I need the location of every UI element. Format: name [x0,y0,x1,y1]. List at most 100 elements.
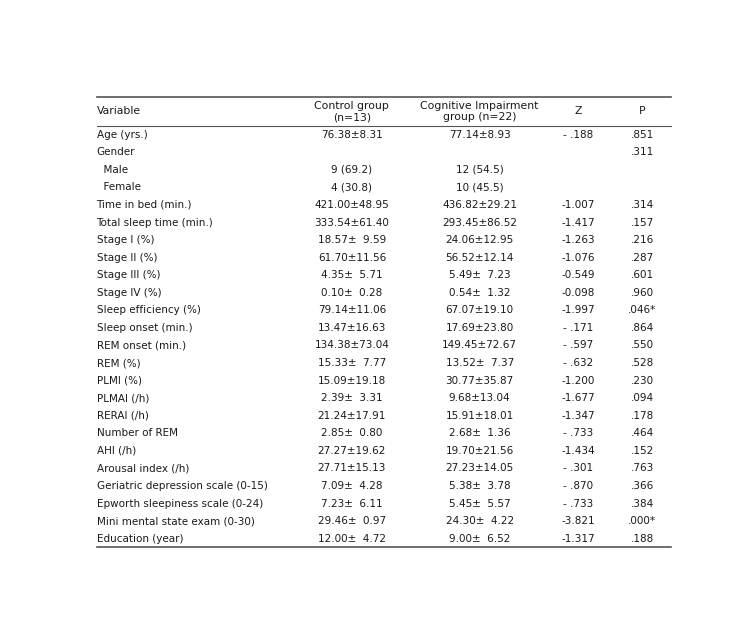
Text: Cognitive Impairment
group (n=22): Cognitive Impairment group (n=22) [420,101,539,122]
Text: -3.821: -3.821 [562,516,595,526]
Text: Geriatric depression scale (0-15): Geriatric depression scale (0-15) [97,481,267,491]
Text: Z: Z [574,107,582,117]
Text: 27.23±14.05: 27.23±14.05 [446,463,514,473]
Text: 421.00±48.95: 421.00±48.95 [315,200,389,210]
Text: 15.91±18.01: 15.91±18.01 [446,411,514,421]
Text: .311: .311 [631,147,654,157]
Text: 9 (69.2): 9 (69.2) [331,165,372,175]
Text: REM onset (min.): REM onset (min.) [97,340,186,350]
Text: -1.200: -1.200 [562,376,595,386]
Text: Age (yrs.): Age (yrs.) [97,130,148,140]
Text: 29.46±  0.97: 29.46± 0.97 [318,516,386,526]
Text: -1.677: -1.677 [562,393,595,403]
Text: -1.263: -1.263 [562,235,595,245]
Text: 30.77±35.87: 30.77±35.87 [446,376,514,386]
Text: .178: .178 [631,411,654,421]
Text: 2.85±  0.80: 2.85± 0.80 [321,428,383,438]
Text: .188: .188 [631,534,654,544]
Text: Gender: Gender [97,147,135,157]
Text: 67.07±19.10: 67.07±19.10 [446,305,514,315]
Text: 9.00±  6.52: 9.00± 6.52 [449,534,510,544]
Text: .763: .763 [631,463,654,473]
Text: .000*: .000* [628,516,656,526]
Text: 15.09±19.18: 15.09±19.18 [318,376,386,386]
Text: 2.68±  1.36: 2.68± 1.36 [449,428,511,438]
Text: 19.70±21.56: 19.70±21.56 [446,446,514,456]
Text: Female: Female [97,182,141,192]
Text: .366: .366 [631,481,654,491]
Text: -1.347: -1.347 [562,411,595,421]
Text: .960: .960 [631,288,654,298]
Text: 9.68±13.04: 9.68±13.04 [449,393,511,403]
Text: - .733: - .733 [563,428,593,438]
Text: 149.45±72.67: 149.45±72.67 [442,340,517,350]
Text: 76.38±8.31: 76.38±8.31 [321,130,383,140]
Text: 13.47±16.63: 13.47±16.63 [318,323,386,333]
Text: Stage III (%): Stage III (%) [97,270,160,280]
Text: 77.14±8.93: 77.14±8.93 [449,130,511,140]
Text: 333.54±61.40: 333.54±61.40 [315,218,389,228]
Text: 0.10±  0.28: 0.10± 0.28 [321,288,383,298]
Text: - .188: - .188 [563,130,593,140]
Text: .216: .216 [631,235,654,245]
Text: Sleep efficiency (%): Sleep efficiency (%) [97,305,201,315]
Text: - .870: - .870 [563,481,593,491]
Text: .601: .601 [631,270,654,280]
Text: Total sleep time (min.): Total sleep time (min.) [97,218,213,228]
Text: -1.417: -1.417 [562,218,595,228]
Text: 21.24±17.91: 21.24±17.91 [318,411,386,421]
Text: Stage I (%): Stage I (%) [97,235,154,245]
Text: 24.06±12.95: 24.06±12.95 [446,235,514,245]
Text: PLMI (%): PLMI (%) [97,376,142,386]
Text: .152: .152 [631,446,654,456]
Text: - .301: - .301 [563,463,593,473]
Text: Mini mental state exam (0-30): Mini mental state exam (0-30) [97,516,255,526]
Text: 7.09±  4.28: 7.09± 4.28 [321,481,383,491]
Text: 79.14±11.06: 79.14±11.06 [318,305,386,315]
Text: 61.70±11.56: 61.70±11.56 [318,253,386,263]
Text: Stage II (%): Stage II (%) [97,253,157,263]
Text: - .171: - .171 [563,323,593,333]
Text: 436.82±29.21: 436.82±29.21 [442,200,517,210]
Text: Epworth sleepiness scale (0-24): Epworth sleepiness scale (0-24) [97,498,263,508]
Text: .864: .864 [631,323,654,333]
Text: .094: .094 [631,393,654,403]
Text: 18.57±  9.59: 18.57± 9.59 [318,235,386,245]
Text: .384: .384 [631,498,654,508]
Text: 0.54±  1.32: 0.54± 1.32 [449,288,510,298]
Text: -0.549: -0.549 [562,270,595,280]
Text: Stage IV (%): Stage IV (%) [97,288,161,298]
Text: Control group
(n=13): Control group (n=13) [315,101,389,122]
Text: Time in bed (min.): Time in bed (min.) [97,200,192,210]
Text: .230: .230 [631,376,654,386]
Text: 15.33±  7.77: 15.33± 7.77 [318,358,386,368]
Text: .464: .464 [631,428,654,438]
Text: AHI (/h): AHI (/h) [97,446,136,456]
Text: 12 (54.5): 12 (54.5) [455,165,503,175]
Text: REM (%): REM (%) [97,358,140,368]
Text: -0.098: -0.098 [562,288,595,298]
Text: 4.35±  5.71: 4.35± 5.71 [321,270,383,280]
Text: P: P [639,107,646,117]
Text: Number of REM: Number of REM [97,428,178,438]
Text: 134.38±73.04: 134.38±73.04 [315,340,389,350]
Text: -1.317: -1.317 [562,534,595,544]
Text: - .597: - .597 [563,340,593,350]
Text: .157: .157 [631,218,654,228]
Text: 5.45±  5.57: 5.45± 5.57 [449,498,511,508]
Text: Variable: Variable [97,107,141,117]
Text: - .632: - .632 [563,358,593,368]
Text: Education (year): Education (year) [97,534,183,544]
Text: .528: .528 [631,358,654,368]
Text: Male: Male [97,165,127,175]
Text: 13.52±  7.37: 13.52± 7.37 [446,358,514,368]
Text: -1.007: -1.007 [562,200,595,210]
Text: .046*: .046* [628,305,656,315]
Text: 10 (45.5): 10 (45.5) [456,182,503,192]
Text: 27.71±15.13: 27.71±15.13 [318,463,386,473]
Text: -1.434: -1.434 [562,446,595,456]
Text: 293.45±86.52: 293.45±86.52 [442,218,517,228]
Text: PLMAI (/h): PLMAI (/h) [97,393,149,403]
Text: 4 (30.8): 4 (30.8) [332,182,372,192]
Text: 17.69±23.80: 17.69±23.80 [446,323,514,333]
